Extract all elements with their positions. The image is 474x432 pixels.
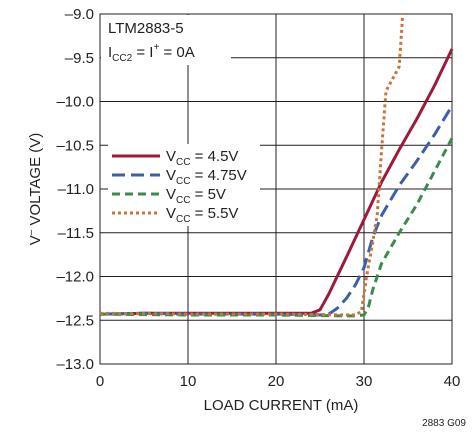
legend-background bbox=[108, 144, 260, 226]
annotation-equals: = I bbox=[132, 44, 153, 61]
legend-label-v: V bbox=[166, 205, 176, 222]
x-axis-label: LOAD CURRENT (mA) bbox=[204, 397, 359, 414]
annotation-background bbox=[101, 15, 231, 65]
annotation-condition: ICC2 = I+ = 0A bbox=[108, 42, 195, 64]
annotation-superscript: + bbox=[153, 42, 159, 53]
legend-label-subscript: CC bbox=[176, 176, 190, 187]
legend-label: VCC = 4.75V bbox=[166, 167, 247, 187]
y-tick-label: –11.0 bbox=[58, 181, 94, 198]
y-axis-label: V– VOLTAGE (V) bbox=[26, 133, 44, 246]
x-tick-label: 0 bbox=[96, 373, 104, 390]
annotation-i: I bbox=[108, 44, 112, 61]
legend-label: VCC = 5V bbox=[166, 186, 226, 206]
plot-frame bbox=[99, 13, 453, 365]
y-tick-label: –12.0 bbox=[56, 269, 94, 286]
legend-label-subscript: CC bbox=[176, 157, 190, 168]
y-axis-label-rest: VOLTAGE (V) bbox=[27, 133, 44, 230]
annotation-device: LTM2883-5 bbox=[108, 20, 184, 37]
x-tick-label: 30 bbox=[356, 373, 373, 390]
annotation-i-subscript: CC2 bbox=[112, 53, 132, 64]
legend-label-value: = 5V bbox=[190, 186, 225, 203]
legend-label-subscript: CC bbox=[176, 214, 190, 225]
x-tick-label: 10 bbox=[180, 373, 197, 390]
annotation-value: = 0A bbox=[159, 44, 194, 61]
y-tick-label: –12.5 bbox=[56, 312, 94, 329]
legend-label-subscript: CC bbox=[176, 195, 190, 206]
y-tick-label: –10.0 bbox=[56, 94, 94, 111]
y-tick-label: –11.5 bbox=[58, 225, 94, 242]
x-tick-label: 40 bbox=[444, 373, 461, 390]
legend-label: VCC = 4.5V bbox=[166, 148, 238, 168]
data-series bbox=[99, 13, 454, 318]
legend-label: VCC = 5.5V bbox=[166, 205, 238, 225]
y-axis-label-v: V bbox=[27, 235, 44, 245]
x-tick-label: 20 bbox=[268, 373, 285, 390]
legend-label-value: = 5.5V bbox=[190, 205, 238, 222]
y-tick-label: –10.5 bbox=[56, 137, 94, 154]
legend-label-v: V bbox=[166, 167, 176, 184]
y-tick-label: –9.5 bbox=[65, 50, 94, 67]
legend-label-v: V bbox=[166, 186, 176, 203]
legend-label-v: V bbox=[166, 148, 176, 165]
y-tick-label: –9.0 bbox=[65, 6, 94, 23]
y-tick-label: –13.0 bbox=[56, 356, 94, 373]
x-tick-labels: 0 10 20 30 40 bbox=[96, 373, 461, 390]
y-tick-labels: –9.0 –9.5 –10.0 –10.5 –11.0 –11.5 –12.0 –12.5 –1… bbox=[56, 6, 94, 373]
legend-label-value: = 4.75V bbox=[190, 167, 246, 184]
y-axis-label-superscript: – bbox=[26, 229, 37, 235]
figure-id: 2883 G09 bbox=[422, 418, 466, 429]
legend-label-value: = 4.5V bbox=[190, 148, 238, 165]
